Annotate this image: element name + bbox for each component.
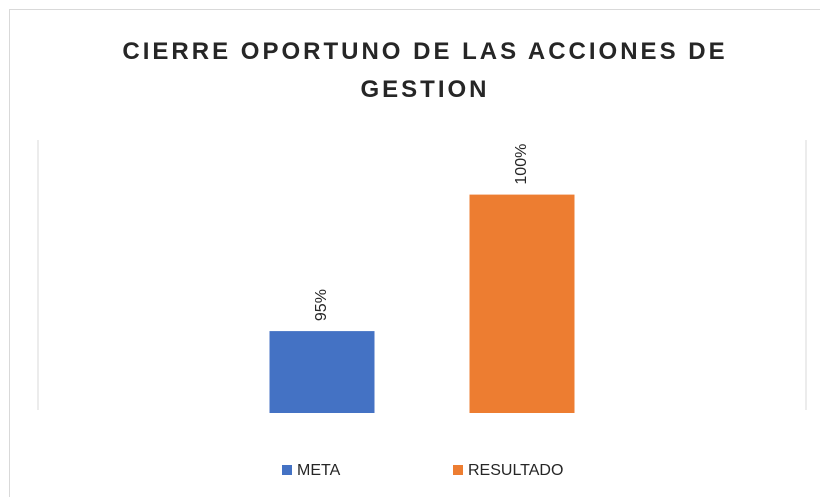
bar <box>469 194 575 413</box>
legend-label: RESULTADO <box>468 462 563 479</box>
legend-label: META <box>297 462 341 479</box>
data-label: 95% <box>313 289 330 321</box>
chart-title: CIERRE OPORTUNO DE LAS ACCIONES DE GESTI… <box>122 38 728 103</box>
data-label: 100% <box>513 144 530 185</box>
legend-swatch <box>282 465 292 475</box>
chart-border <box>9 9 820 497</box>
legend-swatch <box>453 465 463 475</box>
bar <box>269 331 375 413</box>
